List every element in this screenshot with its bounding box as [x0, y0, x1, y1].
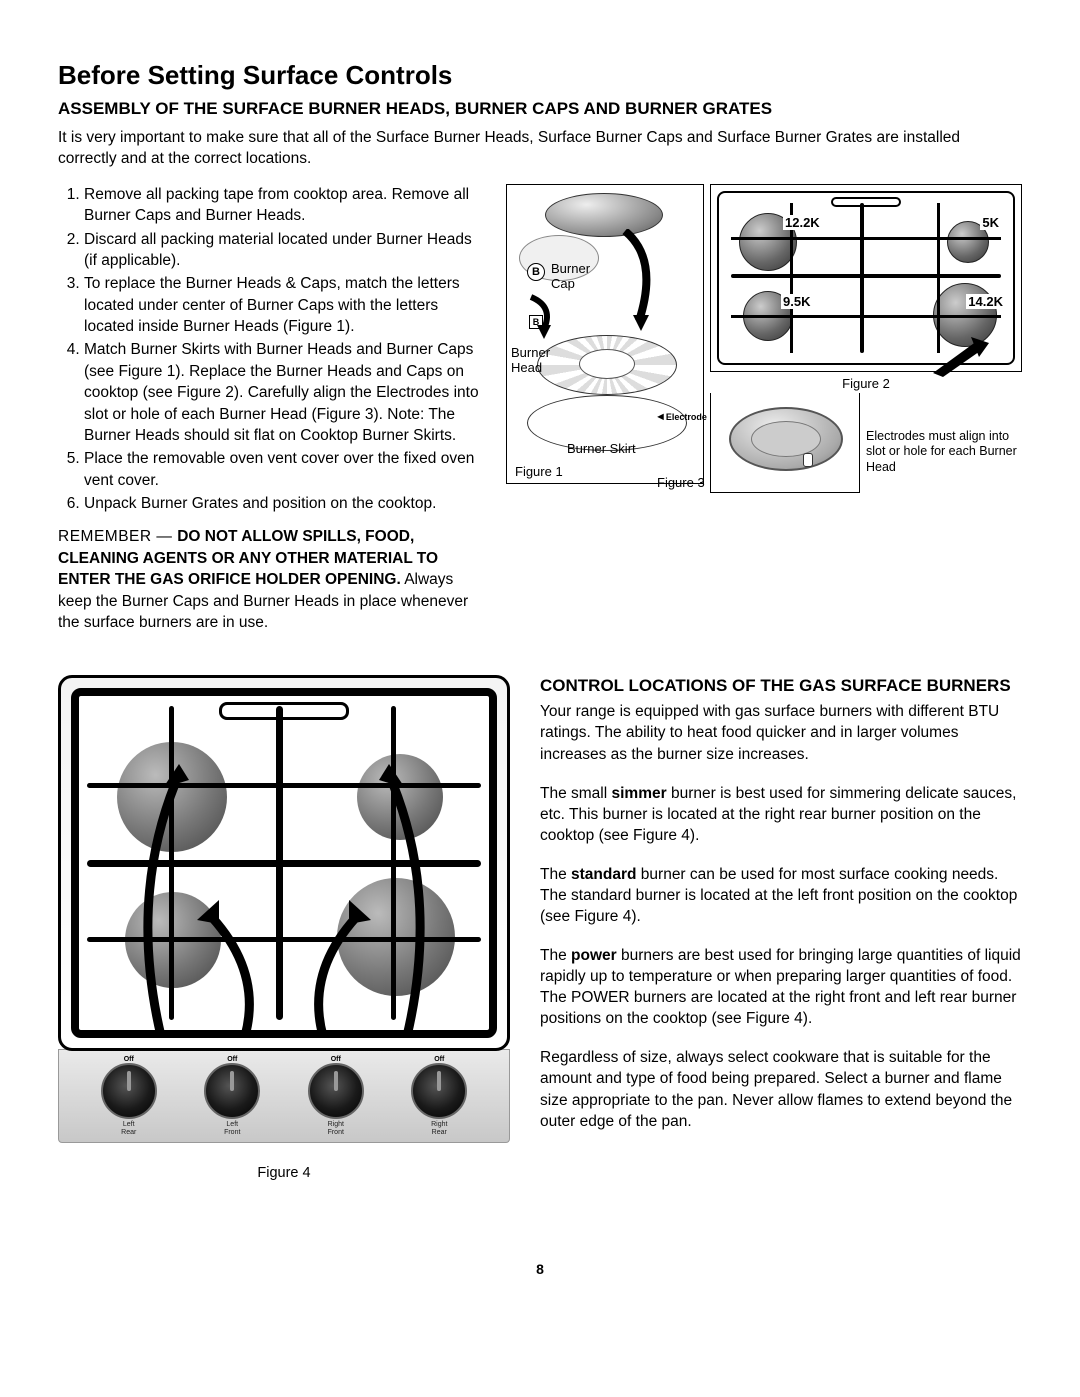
- btu-br-label: 14.2K: [966, 294, 1005, 309]
- knob-3: Off Right Front: [308, 1056, 364, 1136]
- figure-3-caption: Figure 3: [657, 475, 705, 490]
- vent-big-icon: [219, 702, 349, 720]
- step-2: Discard all packing material located und…: [84, 229, 488, 272]
- figure-2-caption: Figure 2: [710, 376, 1022, 391]
- intro-text: It is very important to make sure that a…: [58, 127, 1022, 170]
- knob-off-label: Off: [434, 1056, 444, 1063]
- steps-column: Remove all packing tape from cooktop are…: [58, 184, 488, 634]
- step-6: Unpack Burner Grates and position on the…: [84, 493, 488, 514]
- btu-tl-label: 12.2K: [783, 215, 822, 230]
- arrow-icon-2: [525, 293, 575, 343]
- grate-line-icon: [860, 203, 864, 353]
- figure-2: 12.2K 5K 9.5K 14.2K: [710, 184, 1022, 372]
- burner-cap-label: Burner Cap: [551, 261, 590, 291]
- electrode-label: ◄Electrode: [655, 411, 707, 423]
- figure-4-caption: Figure 4: [58, 1165, 510, 1181]
- figure-4-column: Off Left Rear Off Left Front Off Right F…: [58, 675, 510, 1181]
- step-3: To replace the Burner Heads & Caps, matc…: [84, 273, 488, 337]
- knob-icon: [101, 1063, 157, 1119]
- step-1: Remove all packing tape from cooktop are…: [84, 184, 488, 227]
- figure-3: Figure 3: [710, 393, 860, 493]
- vent-icon: [831, 197, 901, 207]
- btu-tr-label: 5K: [980, 215, 1001, 230]
- manual-page: Before Setting Surface Controls ASSEMBLY…: [0, 0, 1080, 1317]
- knob-icon: [308, 1063, 364, 1119]
- controls-p5: Regardless of size, always select cookwa…: [540, 1047, 1022, 1131]
- controls-p3: The standard burner can be used for most…: [540, 864, 1022, 927]
- grate-line-icon: [731, 237, 1001, 240]
- controls-column: CONTROL LOCATIONS OF THE GAS SURFACE BUR…: [540, 675, 1022, 1181]
- knob-3-label: Right Front: [328, 1121, 344, 1136]
- knob-off-label: Off: [227, 1056, 237, 1063]
- figures-column: B B Burner Cap Burner Head Burner Skirt …: [506, 184, 1022, 634]
- figure-1: B B Burner Cap Burner Head Burner Skirt …: [506, 184, 704, 484]
- fig3-electrode-icon: [803, 453, 813, 467]
- page-title: Before Setting Surface Controls: [58, 60, 1022, 91]
- knob-icon: [204, 1063, 260, 1119]
- step-5: Place the removable oven vent cover over…: [84, 448, 488, 491]
- assembly-steps: Remove all packing tape from cooktop are…: [58, 184, 488, 515]
- arrow-icon: [615, 229, 675, 349]
- assembly-subtitle: ASSEMBLY OF THE SURFACE BURNER HEADS, BU…: [58, 99, 1022, 119]
- cooktop-inner-icon: [71, 688, 497, 1038]
- pointer-arrow-icon: [931, 337, 991, 377]
- figure-1-caption: Figure 1: [515, 464, 563, 479]
- cooktop-big-icon: [58, 675, 510, 1051]
- figure-3-note: Electrodes must align into slot or hole …: [860, 393, 1022, 493]
- grate-line-icon: [731, 274, 1001, 278]
- figure-4: Off Left Rear Off Left Front Off Right F…: [58, 675, 510, 1145]
- knob-arrow-icon: [329, 760, 449, 1040]
- knob-4: Off Right Rear: [411, 1056, 467, 1136]
- btu-bl-label: 9.5K: [781, 294, 812, 309]
- upper-columns: Remove all packing tape from cooktop are…: [58, 184, 1022, 634]
- figures-top-row: B B Burner Cap Burner Head Burner Skirt …: [506, 184, 1022, 493]
- figure-3-row: Figure 3 Electrodes must align into slot…: [710, 393, 1022, 493]
- knob-off-label: Off: [331, 1056, 341, 1063]
- controls-p1: Your range is equipped with gas surface …: [540, 701, 1022, 764]
- burner-skirt-label: Burner Skirt: [567, 441, 636, 456]
- grate-line-icon: [937, 203, 940, 353]
- grate-line-icon: [731, 315, 1001, 318]
- burner-head-center-icon: [579, 349, 635, 379]
- figures-right-stack: 12.2K 5K 9.5K 14.2K Figure 2: [710, 184, 1022, 493]
- knob-2: Off Left Front: [204, 1056, 260, 1136]
- controls-p4: The power burners are best used for brin…: [540, 945, 1022, 1029]
- knob-1-label: Left Rear: [121, 1121, 136, 1136]
- knob-1: Off Left Rear: [101, 1056, 157, 1136]
- fig3-burner-top-icon: [751, 421, 821, 457]
- knob-4-label: Right Rear: [431, 1121, 447, 1136]
- remember-lead: REMEMBER —: [58, 528, 177, 545]
- letter-b-marker: B: [527, 263, 545, 281]
- page-number: 8: [58, 1261, 1022, 1277]
- lower-section: Off Left Rear Off Left Front Off Right F…: [58, 675, 1022, 1181]
- knob-2-label: Left Front: [224, 1121, 240, 1136]
- step-4: Match Burner Skirts with Burner Heads an…: [84, 339, 488, 446]
- burner-head-label: Burner Head: [511, 345, 550, 375]
- knob-panel: Off Left Rear Off Left Front Off Right F…: [58, 1049, 510, 1143]
- controls-p2: The small simmer burner is best used for…: [540, 783, 1022, 846]
- knob-icon: [411, 1063, 467, 1119]
- remember-note: REMEMBER — DO NOT ALLOW SPILLS, FOOD, CL…: [58, 526, 488, 633]
- knob-arrow-icon: [189, 890, 289, 1040]
- controls-title: CONTROL LOCATIONS OF THE GAS SURFACE BUR…: [540, 675, 1022, 697]
- knob-off-label: Off: [124, 1056, 134, 1063]
